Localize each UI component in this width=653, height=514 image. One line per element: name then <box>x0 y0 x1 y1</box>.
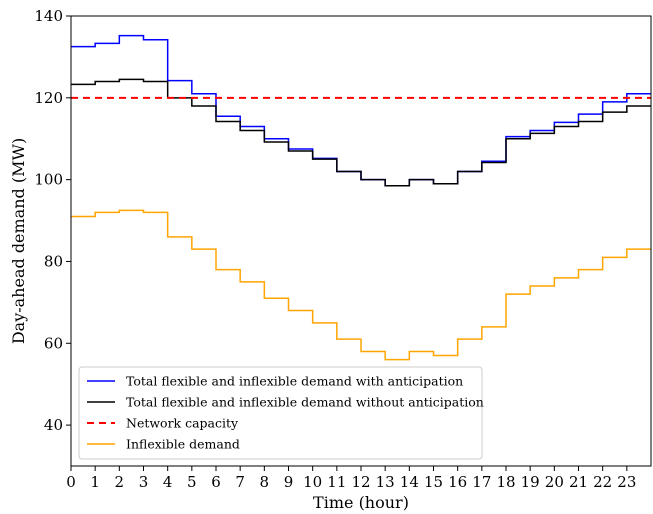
y-tick-label: 140 <box>34 7 63 25</box>
x-tick-label: 23 <box>617 473 636 491</box>
legend-label: Inflexible demand <box>126 437 240 452</box>
legend-label: Total flexible and inflexible demand wit… <box>126 374 463 389</box>
x-tick-label: 5 <box>187 473 197 491</box>
x-tick-label: 12 <box>351 473 370 491</box>
y-tick-label: 40 <box>44 416 63 434</box>
legend-label: Total flexible and inflexible demand wit… <box>126 395 484 410</box>
x-tick-label: 10 <box>303 473 322 491</box>
x-tick-label: 2 <box>115 473 125 491</box>
x-tick-label: 17 <box>472 473 491 491</box>
x-tick-label: 8 <box>260 473 270 491</box>
x-tick-label: 3 <box>139 473 149 491</box>
x-tick-label: 1 <box>90 473 100 491</box>
series-line-1 <box>71 78 651 187</box>
x-tick-label: 19 <box>521 473 540 491</box>
x-tick-label: 16 <box>448 473 467 491</box>
x-tick-label: 21 <box>569 473 588 491</box>
y-axis-label: Day-ahead demand (MW) <box>9 138 28 344</box>
y-tick-label: 80 <box>44 252 63 270</box>
y-axis-ticks: 40 60 80 100 120 140 <box>34 7 71 434</box>
y-tick-label: 60 <box>44 334 63 352</box>
x-tick-label: 18 <box>496 473 515 491</box>
legend: Total flexible and inflexible demand wit… <box>78 366 484 460</box>
x-axis-label: Time (hour) <box>313 493 409 512</box>
x-tick-label: 9 <box>284 473 294 491</box>
x-tick-label: 11 <box>327 473 346 491</box>
legend-label: Network capacity <box>126 416 239 431</box>
y-tick-label: 100 <box>34 171 63 189</box>
x-tick-label: 0 <box>66 473 76 491</box>
x-tick-label: 4 <box>163 473 173 491</box>
x-tick-label: 7 <box>235 473 245 491</box>
x-tick-label: 14 <box>400 473 419 491</box>
x-axis-ticks: 0 1 2 3 4 5 6 7 8 9 10 11 12 13 14 15 16 17 18 19 20 21 22 23 <box>66 466 636 491</box>
series-line-3 <box>71 209 651 361</box>
y-tick-label: 120 <box>34 89 63 107</box>
x-tick-label: 20 <box>545 473 564 491</box>
x-tick-label: 13 <box>376 473 395 491</box>
x-tick-label: 15 <box>424 473 443 491</box>
legend-box <box>78 366 483 460</box>
series-line-0 <box>71 34 651 187</box>
x-tick-label: 22 <box>593 473 612 491</box>
plot-lines <box>71 34 651 361</box>
x-tick-label: 6 <box>211 473 221 491</box>
